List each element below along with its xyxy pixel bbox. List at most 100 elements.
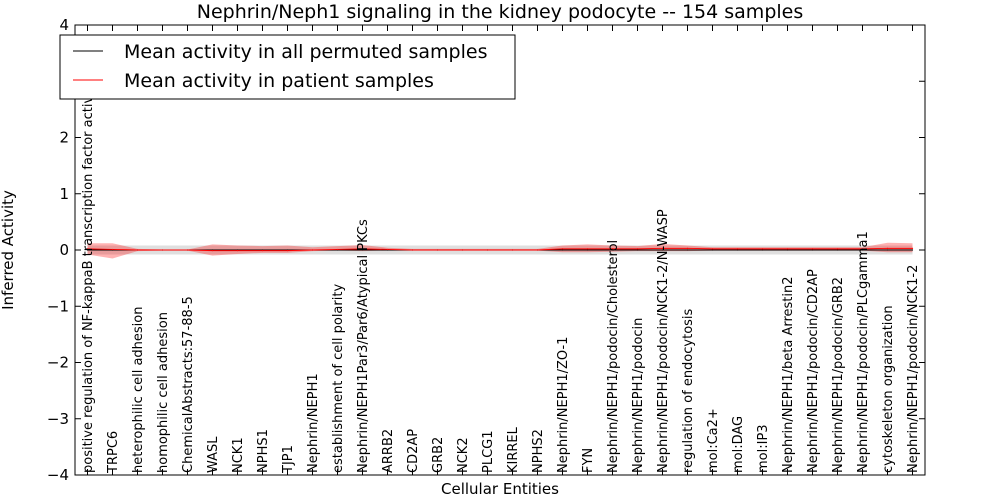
- x-category-label-19: Nephrin/NEPH1/ZO-1: [556, 337, 571, 473]
- x-category-label-9: Nephrin/NEPH1: [306, 373, 321, 473]
- x-category-label-29: Nephrin/NEPH1/podocin/CD2AP: [806, 269, 821, 473]
- x-category-label-6: NCK1: [231, 437, 246, 473]
- x-category-label-14: GRB2: [431, 437, 446, 473]
- y-tick-label-3: −1: [47, 297, 69, 315]
- y-axis-ticks: −4−3−2−101234: [47, 16, 925, 484]
- point-series-1-15: [461, 249, 464, 251]
- x-category-label-16: PLCG1: [481, 430, 496, 473]
- x-category-label-30: Nephrin/NEPH1/podocin/GRB2: [831, 277, 846, 473]
- x-category-label-33: Nephrin/NEPH1/podocin/NCK1-2: [906, 265, 921, 473]
- point-series-1-14: [436, 249, 439, 251]
- point-series-0-24: [686, 249, 689, 251]
- point-series-0-0: [86, 249, 89, 251]
- point-series-0-23: [661, 249, 664, 251]
- x-category-label-12: ARRB2: [381, 429, 396, 473]
- point-series-1-18: [536, 249, 539, 251]
- x-category-label-20: FYN: [581, 448, 596, 473]
- point-series-0-30: [836, 249, 839, 251]
- point-series-1-4: [186, 249, 189, 251]
- x-category-label-11: Nephrin/NEPH1Par3/Par6/Atypical PKCs: [356, 219, 371, 473]
- point-series-1-7: [261, 249, 264, 252]
- point-series-1-23: [661, 247, 664, 249]
- point-series-1-25: [711, 248, 714, 250]
- series-lines: [86, 247, 914, 252]
- point-series-0-31: [861, 249, 864, 251]
- point-series-1-0: [86, 248, 89, 250]
- x-category-label-13: CD2AP: [406, 429, 421, 473]
- x-category-label-7: NPHS1: [256, 429, 271, 473]
- x-category-label-2: heterophilic cell adhesion: [131, 307, 146, 474]
- y-tick-label-5: 1: [59, 185, 69, 203]
- x-category-label-10: establishment of cell polarity: [331, 284, 346, 473]
- point-series-1-12: [386, 248, 389, 251]
- point-series-0-26: [736, 249, 739, 251]
- point-series-1-8: [286, 249, 289, 252]
- point-series-0-11: [361, 249, 364, 251]
- line-series-1: [87, 247, 913, 252]
- point-series-0-19: [561, 249, 564, 251]
- point-series-1-31: [861, 248, 864, 250]
- x-category-label-24: regulation of endocytosis: [681, 308, 696, 473]
- x-category-label-1: TRPC6: [106, 431, 121, 474]
- x-axis-label: Cellular Entities: [441, 480, 559, 498]
- point-series-1-24: [686, 247, 689, 249]
- point-series-0-32: [886, 249, 889, 251]
- y-tick-label-2: −2: [47, 354, 69, 372]
- point-series-0-33: [911, 249, 914, 251]
- x-category-label-28: Nephrin/NEPH1/beta Arrestin2: [781, 277, 796, 474]
- x-category-label-5: WASL: [206, 436, 221, 473]
- point-series-1-32: [886, 247, 889, 249]
- point-series-1-27: [761, 248, 764, 250]
- point-series-1-6: [236, 249, 239, 252]
- x-category-label-25: mol:Ca2+: [706, 408, 721, 473]
- y-tick-label-6: 2: [59, 129, 69, 147]
- x-category-label-31: Nephrin/NEPH1/podocin/PLCgamma1: [856, 231, 871, 473]
- point-series-1-21: [611, 248, 614, 250]
- x-axis-category-labels: positive regulation of NF-kappaB transcr…: [81, 79, 921, 474]
- point-series-1-11: [361, 248, 364, 250]
- point-series-1-33: [911, 247, 914, 249]
- x-category-label-23: Nephrin/NEPH1/podocin/NCK1-2/N-WASP: [656, 209, 671, 473]
- point-series-1-13: [411, 249, 414, 251]
- point-series-1-26: [736, 248, 739, 250]
- point-series-1-1: [111, 248, 114, 251]
- point-series-0-25: [711, 249, 714, 251]
- point-series-1-20: [586, 248, 589, 250]
- x-category-label-27: mol:IP3: [756, 424, 771, 473]
- point-series-1-5: [211, 249, 214, 252]
- point-series-1-2: [136, 249, 139, 251]
- x-category-label-18: NPHS2: [531, 429, 546, 473]
- plot-area: −4−3−2−101234 positive regulation of NF-…: [47, 16, 926, 484]
- legend-label-permuted: Mean activity in all permuted samples: [124, 41, 487, 63]
- point-series-1-17: [511, 249, 514, 251]
- y-axis-label: Inferred Activity: [0, 190, 17, 310]
- point-series-0-27: [761, 249, 764, 251]
- x-category-label-22: Nephrin/NEPH1/podocin: [631, 318, 646, 473]
- x-category-label-32: cytoskeleton organization: [881, 305, 896, 473]
- x-category-label-17: KIRREL: [506, 426, 521, 473]
- point-series-1-3: [161, 249, 164, 251]
- x-axis-ticks: [87, 25, 913, 475]
- point-series-1-9: [311, 249, 314, 251]
- legend-box: [59, 34, 516, 100]
- point-series-0-20: [586, 249, 589, 251]
- y-tick-label-4: 0: [59, 241, 69, 259]
- legend: Mean activity in all permuted samples Me…: [59, 34, 516, 100]
- point-series-1-22: [636, 248, 639, 250]
- y-tick-label-8: 4: [59, 16, 69, 34]
- point-series-1-29: [811, 248, 814, 250]
- point-series-0-29: [811, 249, 814, 251]
- x-category-label-3: homophilic cell adhesion: [156, 312, 171, 473]
- chart-title: Nephrin/Neph1 signaling in the kidney po…: [197, 1, 804, 23]
- x-category-label-21: Nephrin/NEPH1/podocin/Cholesterol: [606, 240, 621, 473]
- point-series-0-28: [786, 249, 789, 251]
- point-series-0-21: [611, 249, 614, 251]
- x-category-label-15: NCK2: [456, 437, 471, 473]
- x-category-label-4: ChemicalAbstracts:57-88-5: [181, 296, 196, 473]
- band-series-1: [87, 242, 913, 259]
- y-tick-label-0: −4: [47, 466, 69, 484]
- legend-label-patient: Mean activity in patient samples: [124, 70, 434, 92]
- point-series-1-30: [836, 248, 839, 250]
- point-series-1-16: [486, 249, 489, 251]
